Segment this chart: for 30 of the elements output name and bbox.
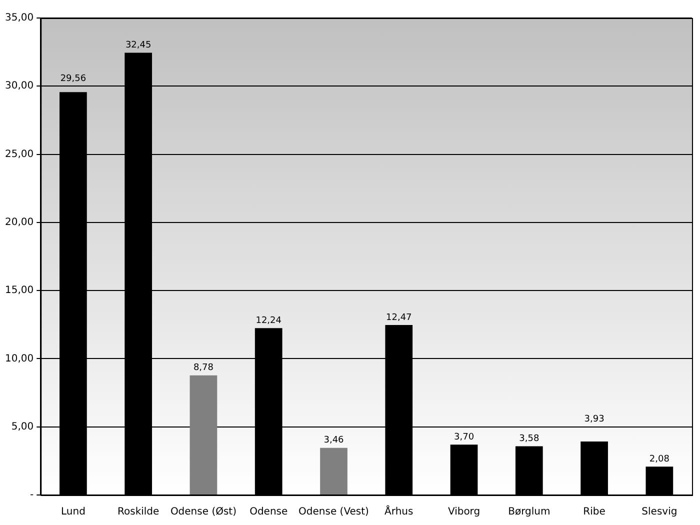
x-tick-label: Odense (Øst) xyxy=(170,506,237,518)
x-tick-label: Odense xyxy=(250,506,288,518)
y-tick-label: - xyxy=(30,490,34,501)
y-tick-label: 20,00 xyxy=(4,217,34,228)
y-tick-label: 15,00 xyxy=(4,285,34,296)
x-tick-label: Ribe xyxy=(583,506,606,518)
data-label: 29,56 xyxy=(60,74,86,84)
x-tick-label: Odense (Vest) xyxy=(298,506,370,518)
y-tick-label: 25,00 xyxy=(4,148,34,160)
y-tick-label: 10,00 xyxy=(4,353,34,364)
x-tick-label: Slesvig xyxy=(642,506,678,518)
y-tick-label: 35,00 xyxy=(4,12,34,24)
data-label: 8,78 xyxy=(193,363,214,374)
x-tick-label: Viborg xyxy=(448,506,480,518)
data-label: 12,24 xyxy=(256,316,282,326)
bar xyxy=(190,375,218,494)
y-tick-label: 5,00 xyxy=(11,421,34,432)
x-tick-label: Århus xyxy=(384,504,414,518)
data-label: 12,47 xyxy=(386,312,412,323)
data-label: 3,93 xyxy=(584,414,604,425)
data-label: 32,45 xyxy=(125,40,152,51)
x-tick-label: Lund xyxy=(60,506,86,518)
bar xyxy=(320,448,348,494)
x-tick-label: Børglum xyxy=(508,506,550,518)
data-label: 2,08 xyxy=(649,454,670,464)
data-label: 3,58 xyxy=(519,434,540,444)
x-tick-label: Roskilde xyxy=(117,506,160,518)
data-label: 3,46 xyxy=(324,436,344,446)
data-label: 3,70 xyxy=(454,432,474,442)
y-tick-label: 30,00 xyxy=(4,80,34,92)
